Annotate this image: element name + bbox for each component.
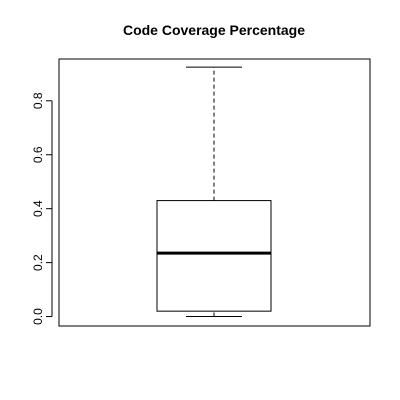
iqr-box <box>157 201 271 312</box>
y-axis: 0.0 0.2 0.4 0.6 0.8 <box>31 92 52 325</box>
y-tick-label: 0.6 <box>31 146 45 163</box>
y-tick-label: 0.8 <box>31 92 45 109</box>
y-tick-label: 0.0 <box>31 308 45 325</box>
y-tick-label: 0.2 <box>31 254 45 271</box>
y-tick-label: 0.4 <box>31 200 45 217</box>
chart-title: Code Coverage Percentage <box>123 22 305 38</box>
boxplot <box>157 67 271 316</box>
